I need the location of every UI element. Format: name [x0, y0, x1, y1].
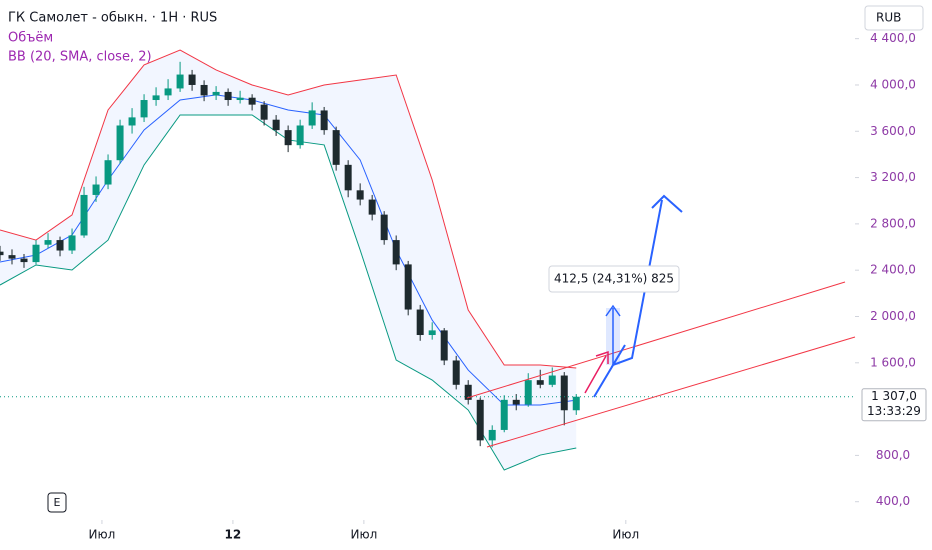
channel-line	[466, 281, 846, 399]
candle-body	[284, 130, 292, 146]
y-tick-label: 400,0	[876, 494, 910, 508]
measure-label: 412,5 (24,31%) 825	[554, 272, 674, 286]
candle-body	[104, 160, 112, 185]
candle-body	[512, 399, 520, 405]
candle-body	[392, 240, 400, 265]
x-tick-label: Июл	[89, 528, 116, 542]
candle-body	[524, 380, 532, 405]
y-tick-label: 4 400,0	[870, 31, 916, 45]
candle-body	[224, 91, 232, 101]
candle-body	[560, 375, 568, 411]
candle-body	[380, 214, 388, 241]
candle-body	[32, 244, 40, 263]
candle-body	[548, 375, 556, 385]
candle-body	[188, 74, 196, 85]
measure-box	[548, 265, 680, 293]
candle-body	[440, 330, 448, 361]
candle-body	[464, 384, 472, 400]
bb-upper	[0, 49, 577, 369]
candle-body	[272, 119, 280, 131]
candle-body	[116, 125, 124, 161]
countdown: 13:33:29	[867, 404, 921, 418]
candle-body	[20, 258, 28, 263]
candle-body	[56, 240, 64, 251]
y-tick-label: 2 000,0	[870, 309, 916, 323]
candle-body	[344, 164, 352, 191]
candle-body	[308, 110, 316, 126]
currency[interactable]: RUB	[876, 11, 901, 25]
chart-title: ГК Самолет - обыкн. · 1H · RUS	[8, 11, 217, 26]
drawings: 412,5 (24,31%) 825	[466, 194, 856, 448]
candle-body	[140, 100, 148, 118]
candle-body	[452, 360, 460, 385]
candle-body	[0, 251, 4, 256]
candle-body	[164, 88, 172, 96]
bb-fill	[0, 50, 577, 470]
candle-body	[44, 240, 52, 245]
forecast-arrow	[593, 194, 683, 398]
measure-arrow	[605, 304, 621, 365]
candle-body	[248, 97, 256, 105]
candle-body	[236, 97, 244, 101]
candle-body	[200, 84, 208, 96]
y-tick-label: 1 600,0	[870, 355, 916, 369]
candle-body	[8, 255, 16, 259]
channel-line	[486, 336, 856, 448]
candle-body	[176, 74, 184, 89]
candle-body	[572, 396, 580, 411]
forecast-arrow-red	[584, 350, 609, 394]
candle-body	[128, 117, 136, 126]
candle-body	[356, 190, 364, 200]
candle-body	[536, 380, 544, 385]
candle-body	[152, 95, 160, 101]
y-tick-label: 4 000,0	[870, 77, 916, 91]
y-tick-label: 3 600,0	[870, 124, 916, 138]
candle-body	[80, 194, 88, 236]
candle-body	[212, 91, 220, 96]
last-price-box	[861, 388, 927, 422]
badge[interactable]: E	[54, 496, 61, 509]
candle-body	[332, 130, 340, 165]
legend-item: Объём	[8, 31, 53, 46]
y-tick-label: 2 800,0	[870, 216, 916, 230]
x-tick-label: Июл	[612, 528, 639, 542]
candle-body	[476, 399, 484, 441]
x-tick-label: 12	[225, 528, 242, 542]
candle-body	[260, 104, 268, 120]
y-tick-label: 2 400,0	[870, 263, 916, 277]
currency-box[interactable]	[864, 5, 924, 31]
candle-body	[68, 235, 76, 251]
last-price-label: 1 307,0	[871, 389, 917, 403]
legend-item: BB (20, SMA, close, 2)	[8, 50, 152, 65]
candle-body	[488, 429, 496, 441]
candle-body	[500, 399, 508, 430]
y-tick-label: 3 200,0	[870, 170, 916, 184]
candle-body	[296, 125, 304, 146]
candle-body	[428, 330, 436, 336]
y-tick-label: 800,0	[876, 448, 910, 462]
candle-body	[92, 184, 100, 195]
badge-box[interactable]	[47, 492, 67, 513]
candle-body	[368, 199, 376, 215]
candle-body	[320, 110, 328, 131]
x-tick-label: Июл	[350, 528, 377, 542]
candle-body	[416, 309, 424, 336]
candle-body	[404, 264, 412, 310]
